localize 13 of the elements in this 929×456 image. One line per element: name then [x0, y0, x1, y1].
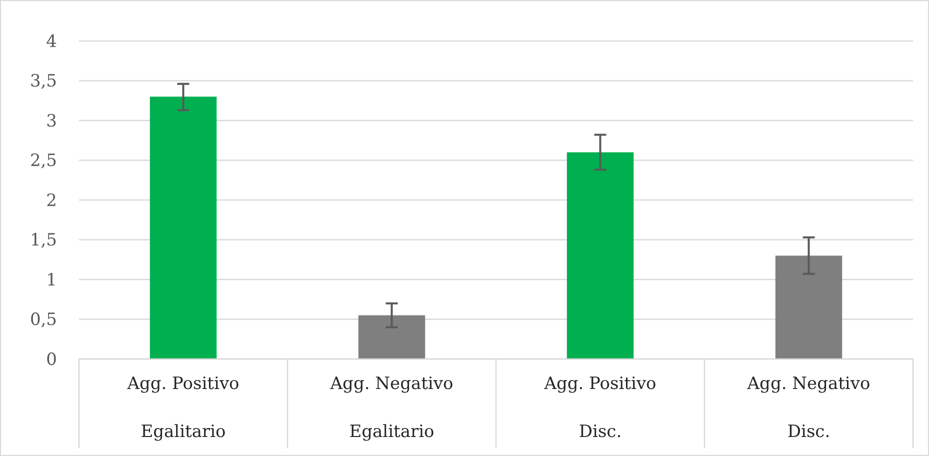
y-tick-label: 1,5 [30, 230, 57, 251]
y-tick-label: 4 [46, 32, 57, 52]
category-label: Agg. Positivo Egalitario [127, 374, 240, 442]
category-label: Agg. Negativo Egalitario [330, 374, 454, 442]
category-label: Agg. Negativo Disc. [747, 374, 870, 442]
y-tick-label: 1 [46, 270, 57, 290]
y-tick-label: 3 [46, 111, 57, 132]
category-label: Agg. Positivo Disc. [544, 374, 656, 442]
y-tick-label: 0,5 [30, 310, 57, 330]
y-tick-label: 3,5 [30, 72, 57, 92]
y-tick-label: 0 [46, 350, 57, 370]
y-tick-label: 2 [46, 190, 57, 211]
y-tick-label: 2,5 [30, 151, 57, 172]
